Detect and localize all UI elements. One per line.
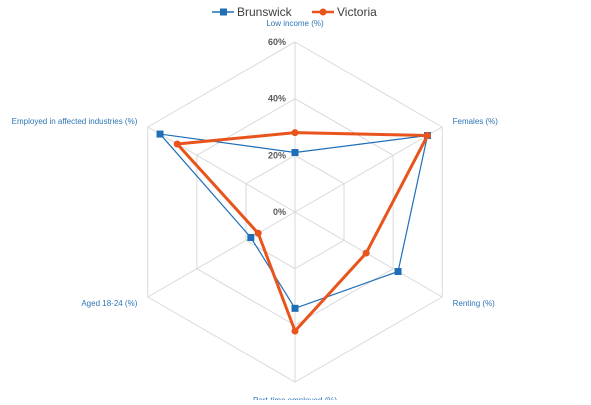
data-point-circle	[362, 249, 370, 257]
data-point-circle	[291, 327, 299, 335]
category-label: Part-time employed (%)	[253, 396, 337, 400]
legend-item-victoria: Victoria	[312, 5, 377, 19]
data-point-circle	[424, 132, 432, 139]
radial-tick-label: 40%	[268, 94, 286, 104]
legend-item-brunswick: Brunswick	[212, 5, 293, 19]
data-point-circle	[291, 129, 299, 137]
series-victoria	[173, 129, 432, 335]
data-point-square	[291, 304, 299, 312]
radial-tick-label: 20%	[268, 150, 286, 160]
legend-marker	[319, 8, 327, 16]
grid-spoke	[147, 211, 296, 298]
legend-label: Brunswick	[237, 5, 293, 19]
data-point-square	[156, 130, 164, 138]
category-labels: Low income (%) Females (%) Renting (%) Part…	[12, 19, 499, 405]
grid-spoke	[294, 126, 443, 213]
legend-label: Victoria	[337, 5, 377, 19]
grid-spoke	[147, 126, 296, 213]
data-point-circle	[173, 140, 181, 148]
data-point-square	[247, 234, 255, 241]
series-line	[159, 133, 429, 309]
legend: Brunswick Victoria	[212, 5, 377, 19]
radial-tick-label: 0%	[273, 207, 286, 217]
category-label: Females (%)	[453, 117, 499, 126]
series-line	[175, 131, 430, 333]
category-label: Employed in affected industries (%)	[12, 117, 138, 126]
data-point-square	[394, 268, 402, 275]
radial-tick-label: 60%	[268, 37, 286, 47]
category-label: Low income (%)	[266, 19, 324, 28]
radial-axis-ticks: 0% 20% 40% 60%	[268, 37, 286, 217]
data-point-square	[291, 149, 299, 156]
series-layer	[156, 129, 432, 335]
legend-marker	[220, 8, 227, 16]
data-point-circle	[254, 229, 262, 237]
category-label: Renting (%)	[453, 299, 496, 308]
category-label: Aged 18-24 (%)	[81, 299, 137, 308]
